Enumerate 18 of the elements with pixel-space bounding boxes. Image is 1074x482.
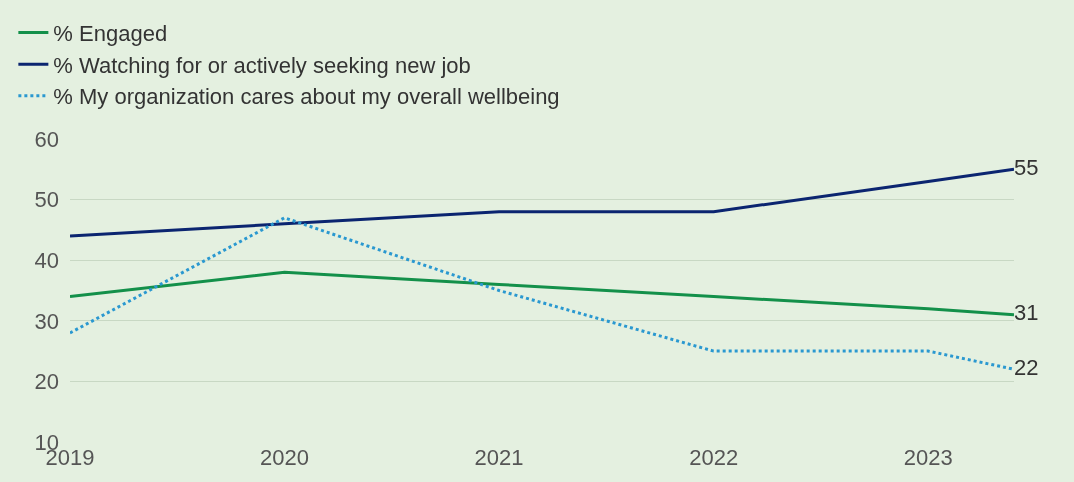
line-series: [70, 216, 1014, 371]
y-tick-label: 50: [34, 187, 59, 213]
line-series: [70, 270, 1014, 317]
legend-label: % Engaged: [53, 21, 168, 47]
legend-label: % Watching for or actively seeking new job: [53, 52, 471, 78]
data-label: 22: [1014, 354, 1039, 380]
x-tick-label: 2022: [689, 445, 739, 470]
x-tick-label: 2023: [903, 445, 953, 470]
line-series: [70, 167, 1014, 238]
x-tick-label: 2021: [474, 445, 524, 470]
data-label: 55: [1014, 154, 1039, 180]
y-tick-label: 30: [34, 308, 59, 334]
x-tick-label: 2020: [260, 445, 310, 470]
legend-label: % My organization cares about my overall wellbeing: [53, 84, 560, 110]
y-tick-label: 40: [34, 247, 59, 273]
y-tick-label: 60: [34, 126, 59, 152]
y-tick-label: 20: [34, 369, 59, 395]
data-label: 31: [1014, 300, 1039, 326]
